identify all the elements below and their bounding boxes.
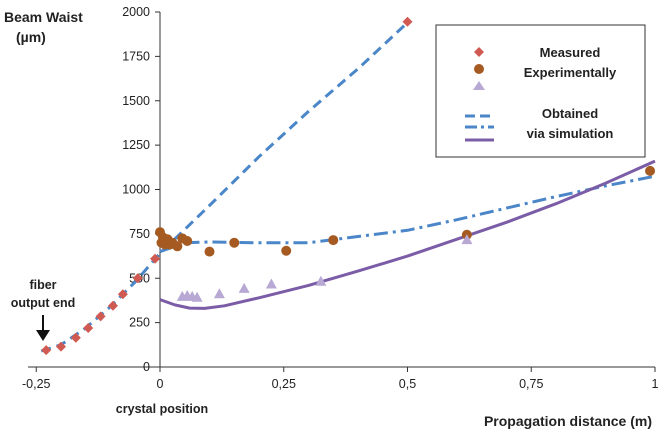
x-tick-label: 0,75 xyxy=(519,377,543,391)
legend-box xyxy=(435,24,646,158)
y-tick-label: 2000 xyxy=(122,5,150,19)
circle-data-point xyxy=(172,241,183,252)
crystal-position-label: crystal position xyxy=(116,402,208,416)
legend-sim-line1: Obtained xyxy=(542,106,598,121)
y-tick-label: 250 xyxy=(129,316,150,330)
diamond-data-point xyxy=(70,332,81,343)
triangle-data-point xyxy=(265,278,277,289)
fiber-arrow-icon xyxy=(36,315,50,341)
legend-sim-line2: via simulation xyxy=(527,126,614,141)
circle-data-point xyxy=(182,235,193,246)
diamond-data-point xyxy=(402,16,413,27)
y-axis-title-line2: (µm) xyxy=(16,29,46,45)
axis-ticks: -0,25 0 0,25 0,5 0,75 1 2000 1750 1500 1250 1000 75… xyxy=(22,5,659,391)
legend-triangle-marker xyxy=(473,81,485,90)
legend-circle-marker xyxy=(474,64,484,74)
diamond-data-point xyxy=(56,341,66,352)
x-tick-label: 1 xyxy=(652,377,659,391)
circle-data-point xyxy=(645,165,656,176)
diamond-data-point xyxy=(117,289,128,300)
triangle-data-point xyxy=(191,291,203,302)
fiber-label-line1: fiber xyxy=(29,278,56,292)
y-tick-label: 1000 xyxy=(122,183,150,197)
diamond-data-point xyxy=(83,322,94,333)
triangle-data-point xyxy=(213,288,225,299)
x-tick-label: 0,25 xyxy=(272,377,296,391)
y-tick-label: 750 xyxy=(129,227,150,241)
y-tick-label: 0 xyxy=(143,360,150,374)
dashdot-series-line xyxy=(159,174,656,254)
series-lines xyxy=(40,21,656,353)
dashed-series-line xyxy=(40,21,409,353)
x-tick-label: 0 xyxy=(157,377,164,391)
y-tick-label: 1500 xyxy=(122,94,150,108)
x-tick-label: -0,25 xyxy=(22,377,51,391)
diamond-data-point xyxy=(150,253,161,264)
triangle-data-point xyxy=(315,275,327,286)
circle-data-point xyxy=(204,246,215,257)
y-tick-label: 1750 xyxy=(122,49,150,63)
legend-diamond-marker xyxy=(474,47,484,57)
legend-measured-line1: Measured xyxy=(540,45,601,60)
diamond-data-point xyxy=(41,345,52,356)
circle-data-point xyxy=(229,237,240,248)
fiber-label-line2: output end xyxy=(11,296,76,310)
y-tick-label: 1250 xyxy=(122,138,150,152)
solid-series-line xyxy=(159,159,656,310)
triangle-data-point xyxy=(461,234,473,245)
triangle-data-point xyxy=(238,282,250,293)
legend-measured-line2: Experimentally xyxy=(524,65,617,80)
diamond-data-point xyxy=(95,311,106,322)
legend: Measured Experimentally Obtained via sim… xyxy=(435,24,646,158)
series-markers xyxy=(41,16,656,356)
x-tick-label: 0,5 xyxy=(399,377,416,391)
x-axis-title: Propagation distance (m) xyxy=(484,413,652,429)
diamond-data-point xyxy=(107,300,118,311)
circle-data-point xyxy=(328,235,339,246)
y-axis-title-line1: Beam Waist xyxy=(4,9,83,25)
circle-data-point xyxy=(281,245,292,256)
diamond-data-point xyxy=(132,273,143,284)
